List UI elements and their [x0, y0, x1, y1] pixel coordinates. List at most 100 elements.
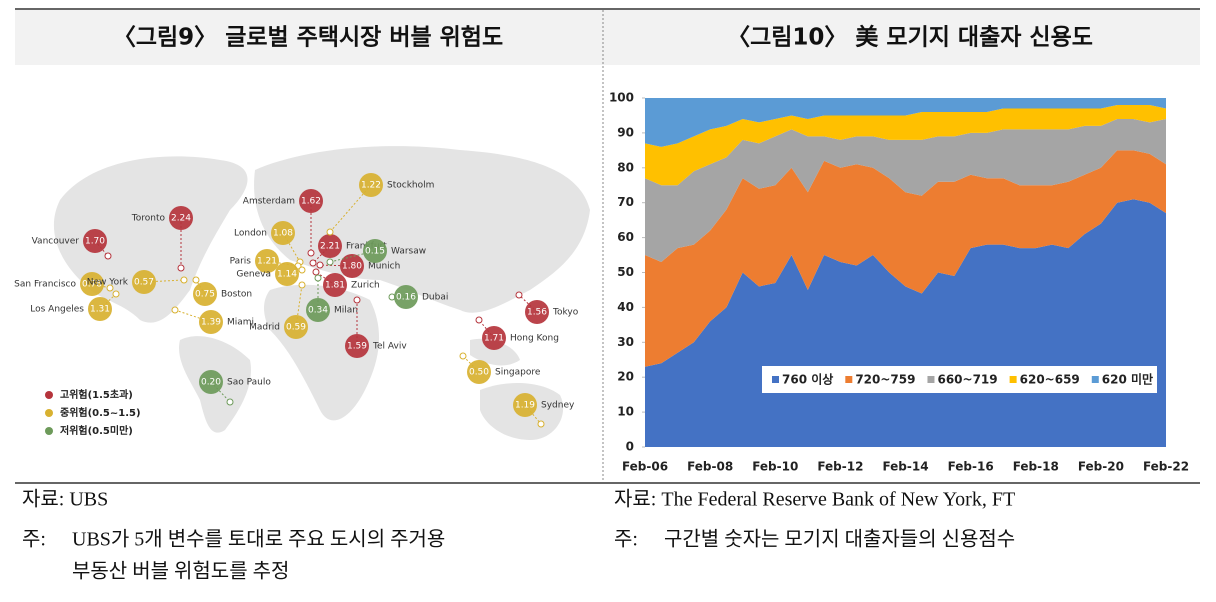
city-point — [307, 249, 315, 257]
city-label: Toronto — [131, 214, 166, 224]
city-label: Munich — [368, 262, 400, 272]
world-map — [53, 146, 590, 440]
city-label: Boston — [221, 290, 252, 300]
legend-swatch — [45, 427, 53, 435]
city-point — [309, 259, 317, 267]
value-label: 2.21 — [320, 242, 340, 252]
legend-swatch — [927, 376, 935, 383]
value-label: 0.50 — [469, 368, 489, 378]
city-point — [515, 291, 523, 299]
legend-swatch — [845, 376, 853, 383]
x-tick-label: Feb-20 — [1078, 460, 1124, 474]
city-point — [312, 268, 320, 276]
note-line: 부동산 버블 위험도를 추정 — [72, 560, 289, 583]
city-label: London — [234, 229, 267, 239]
city-label: New York — [87, 278, 129, 288]
figure-title: 〈그림10〉 美 모기지 대출자 신용도 — [727, 24, 1093, 51]
risk-bubble — [340, 254, 364, 278]
y-tick-label: 50 — [617, 265, 634, 279]
city-point — [314, 274, 322, 282]
area — [645, 104, 1166, 186]
city-label: Milan — [334, 306, 358, 316]
city-label: Los Angeles — [30, 305, 84, 315]
value-label: 0.16 — [396, 293, 416, 303]
city-point — [316, 261, 324, 269]
city-point — [326, 258, 334, 266]
city-label: Paris — [230, 257, 252, 267]
legend-label: 660~719 — [937, 373, 997, 387]
city-point — [104, 252, 112, 260]
legend-swatch — [1091, 376, 1099, 383]
legend-swatch — [45, 391, 53, 399]
risk-bubble — [467, 360, 491, 384]
risk-bubble — [193, 282, 217, 306]
header-band — [15, 10, 1200, 65]
legend-label: 620 미만 — [1102, 372, 1153, 387]
figure-title: 〈그림9〉 글로벌 주택시장 버블 위험도 — [113, 25, 503, 51]
city-label: Tokyo — [552, 308, 579, 318]
risk-bubble — [83, 229, 107, 253]
area — [645, 98, 1166, 147]
city-point — [192, 276, 200, 284]
risk-bubble — [169, 206, 193, 230]
city-point — [298, 281, 306, 289]
x-tick-label: Feb-16 — [948, 460, 994, 474]
source: 자료: UBS — [22, 488, 108, 511]
note-label: 주: — [22, 529, 46, 551]
note-line: 구간별 숫자는 모기지 대출자들의 신용점수 — [664, 528, 1015, 551]
city-label: Amsterdam — [243, 197, 295, 207]
value-label: 1.39 — [201, 318, 221, 328]
y-tick-label: 0 — [626, 440, 634, 454]
value-label: 1.22 — [361, 181, 381, 191]
eurasia — [254, 146, 590, 313]
note-line: UBS가 5개 변수를 토대로 주요 도시의 주거용 — [72, 528, 445, 551]
city-label: Miami — [227, 318, 254, 328]
value-label: 1.19 — [515, 401, 535, 411]
city-point — [180, 276, 188, 284]
city-point — [171, 306, 179, 314]
risk-bubble — [394, 285, 418, 309]
risk-bubble — [513, 393, 537, 417]
city-label: Singapore — [495, 368, 541, 378]
x-tick-label: Feb-18 — [1013, 460, 1059, 474]
value-label: 1.56 — [527, 308, 547, 318]
north-america — [53, 156, 248, 323]
value-label: 1.81 — [325, 281, 345, 291]
risk-bubble — [284, 315, 308, 339]
x-tick-label: Feb-22 — [1143, 460, 1189, 474]
legend-box — [762, 366, 1157, 393]
city-point — [459, 352, 467, 360]
value-label: 0.20 — [201, 378, 221, 388]
x-tick-label: Feb-08 — [687, 460, 733, 474]
risk-bubble — [80, 272, 104, 296]
city-label: Geneva — [236, 270, 271, 280]
city-label: Zurich — [351, 281, 380, 291]
city-label: Hong Kong — [510, 334, 559, 344]
value-label: 1.14 — [277, 270, 297, 280]
x-tick-label: Feb-14 — [882, 460, 928, 474]
connector — [143, 279, 185, 283]
city-label: Dubai — [422, 293, 448, 303]
x-tick-label: Feb-06 — [622, 460, 668, 474]
risk-bubble — [306, 298, 330, 322]
value-label: 0.34 — [308, 306, 328, 316]
risk-bubble — [88, 297, 112, 321]
city-label: Tel Aviv — [372, 342, 407, 352]
area — [645, 150, 1166, 367]
risk-bubble — [255, 249, 279, 273]
risk-bubble — [132, 270, 156, 294]
city-label: Sao Paulo — [227, 378, 271, 388]
legend-label: 760 이상 — [782, 372, 833, 387]
value-label: 1.31 — [90, 305, 110, 315]
y-tick-label: 80 — [617, 160, 634, 174]
risk-bubble — [323, 273, 347, 297]
risk-bubble — [199, 370, 223, 394]
risk-bubble — [482, 326, 506, 350]
x-tick-label: Feb-12 — [817, 460, 863, 474]
city-point — [112, 290, 120, 298]
x-tick-label: Feb-10 — [752, 460, 798, 474]
value-label: 2.24 — [171, 214, 191, 224]
value-label: 1.71 — [484, 334, 504, 344]
source: 자료: The Federal Reserve Bank of New York… — [614, 488, 1015, 511]
